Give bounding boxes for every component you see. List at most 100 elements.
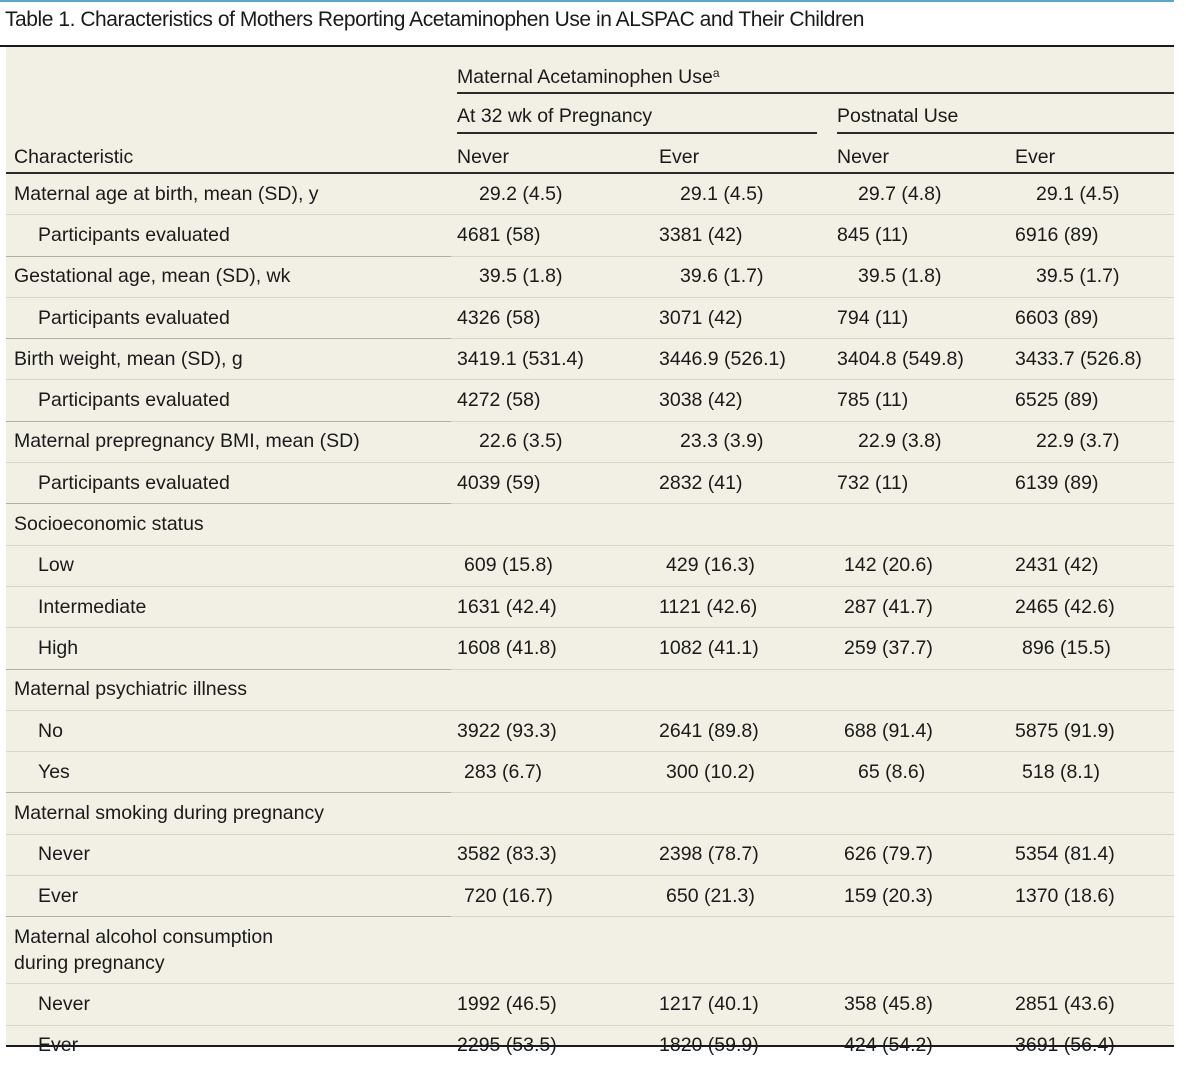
cell: 22.9 (3.7): [1036, 430, 1120, 453]
cell: 518 (8.1): [1022, 760, 1101, 783]
cell: [451, 504, 653, 545]
table-title: Table 1. Characteristics of Mothers Repo…: [5, 8, 864, 31]
table-row: Participants evaluated 4039 (59) 2832 (4…: [6, 462, 1174, 504]
table-row: Maternal prepregnancy BMI, mean (SD) 22.…: [6, 420, 1174, 463]
footnote-marker: a: [712, 66, 720, 80]
cell: 896 (15.5): [1022, 636, 1111, 659]
cell: 5354 (81.4): [1015, 843, 1115, 866]
group-rule-postnatal: [837, 132, 1174, 134]
row-label: Never: [38, 992, 91, 1015]
top-accent-rule: [0, 0, 1174, 2]
cell: [451, 917, 653, 984]
cell: 2851 (43.6): [1015, 992, 1115, 1015]
row-label: High: [38, 636, 79, 659]
row-label: Maternal alcohol consumption during preg…: [6, 916, 451, 984]
group-rule-32wk: [457, 132, 817, 134]
table-row: No 3922 (93.3) 2641 (89.8) 688 (91.4) 58…: [6, 710, 1174, 751]
table-row: High 1608 (41.8) 1082 (41.1) 259 (37.7) …: [6, 627, 1174, 669]
cell: 6139 (89): [1015, 471, 1099, 494]
row-label: Maternal age at birth, mean (SD), y: [14, 182, 319, 205]
cell: 2431 (42): [1015, 554, 1099, 577]
cell: 6603 (89): [1015, 306, 1099, 329]
cell: 3446.9 (526.1): [659, 347, 786, 370]
cell: 358 (45.8): [844, 992, 933, 1015]
row-label: Maternal prepregnancy BMI, mean (SD): [6, 420, 451, 463]
row-label: Low: [38, 554, 74, 577]
cell: 3433.7 (526.8): [1015, 347, 1142, 370]
cell: 1608 (41.8): [457, 636, 557, 659]
cell: 22.6 (3.5): [479, 430, 563, 453]
cell: [1009, 917, 1174, 984]
row-label: No: [38, 719, 63, 742]
column-header-postnatal-never: Never: [837, 146, 890, 168]
title-rule: [0, 45, 1174, 47]
cell: 287 (41.7): [844, 595, 933, 618]
cell: 794 (11): [837, 306, 909, 329]
row-label: Socioeconomic status: [6, 503, 451, 546]
cell: 1217 (40.1): [659, 992, 759, 1015]
cell: 732 (11): [837, 471, 909, 494]
table-bottom-rule: [6, 1045, 1174, 1047]
spanner-header-text: Maternal Acetaminophen Use: [457, 66, 713, 88]
row-label: Maternal smoking during pregnancy: [6, 792, 451, 835]
cell: 1992 (46.5): [457, 992, 557, 1015]
cell: 3404.8 (549.8): [837, 347, 964, 370]
cell: 2641 (89.8): [659, 719, 759, 742]
group-header-32wk: At 32 wk of Pregnancy: [457, 105, 653, 127]
cell: [1009, 669, 1174, 710]
table-row: Participants evaluated 4326 (58) 3071 (4…: [6, 297, 1174, 338]
cell: 845 (11): [837, 223, 909, 246]
row-label: Participants evaluated: [38, 306, 230, 329]
cell: 3922 (93.3): [457, 719, 557, 742]
table-row: Ever 720 (16.7) 650 (21.3) 159 (20.3) 13…: [6, 875, 1174, 917]
cell: 2832 (41): [659, 471, 743, 494]
cell: 650 (21.3): [666, 884, 755, 907]
row-label: Participants evaluated: [38, 389, 230, 412]
row-label: Yes: [38, 760, 70, 783]
cell: [831, 669, 1009, 710]
cell: [831, 504, 1009, 545]
cell: 3419.1 (531.4): [457, 347, 584, 370]
group-header-postnatal: Postnatal Use: [837, 105, 959, 127]
cell: 142 (20.6): [844, 554, 933, 577]
cell: 29.2 (4.5): [479, 182, 563, 205]
table-row: Never 1992 (46.5) 1217 (40.1) 358 (45.8)…: [6, 983, 1174, 1025]
column-header-32wk-never: Never: [457, 146, 510, 168]
row-label: Participants evaluated: [38, 471, 230, 494]
cell: 39.5 (1.8): [858, 265, 942, 288]
table-row: Birth weight, mean (SD), g 3419.1 (531.4…: [6, 338, 1174, 380]
row-label: Ever: [38, 884, 79, 907]
cell: [831, 917, 1009, 984]
cell: 39.5 (1.7): [1036, 265, 1120, 288]
table-row: Low 609 (15.8) 429 (16.3) 142 (20.6) 243…: [6, 545, 1174, 586]
cell: 39.6 (1.7): [680, 265, 764, 288]
cell: 3071 (42): [659, 306, 743, 329]
cell: 159 (20.3): [844, 884, 933, 907]
cell: 29.7 (4.8): [858, 182, 942, 205]
cell: 429 (16.3): [666, 554, 755, 577]
cell: 626 (79.7): [844, 843, 933, 866]
table-background: [6, 47, 1174, 1047]
cell: 609 (15.8): [464, 554, 553, 577]
cell: [1009, 504, 1174, 545]
table-row: Ever 2295 (53.5) 1820 (59.9) 424 (54.2) …: [6, 1025, 1174, 1066]
cell: 39.5 (1.8): [479, 265, 563, 288]
table-row: Yes 283 (6.7) 300 (10.2) 65 (8.6) 518 (8…: [6, 751, 1174, 793]
cell: 3582 (83.3): [457, 843, 557, 866]
cell: 2398 (78.7): [659, 843, 759, 866]
cell: 3381 (42): [659, 223, 743, 246]
column-header-characteristic: Characteristic: [14, 146, 134, 168]
cell: 2465 (42.6): [1015, 595, 1115, 618]
table-row: Never 3582 (83.3) 2398 (78.7) 626 (79.7)…: [6, 834, 1174, 875]
table-row: Socioeconomic status: [6, 503, 1174, 546]
row-label: Maternal psychiatric illness: [6, 668, 451, 711]
row-label: Gestational age, mean (SD), wk: [6, 255, 451, 298]
column-header-32wk-ever: Ever: [659, 146, 700, 168]
cell: 1082 (41.1): [659, 636, 759, 659]
cell: 4272 (58): [457, 389, 541, 412]
cell: 283 (6.7): [464, 760, 543, 783]
table-row: Maternal age at birth, mean (SD), y 29.2…: [6, 174, 1174, 215]
cell: [1009, 793, 1174, 834]
cell: 4039 (59): [457, 471, 541, 494]
cell: 688 (91.4): [844, 719, 933, 742]
